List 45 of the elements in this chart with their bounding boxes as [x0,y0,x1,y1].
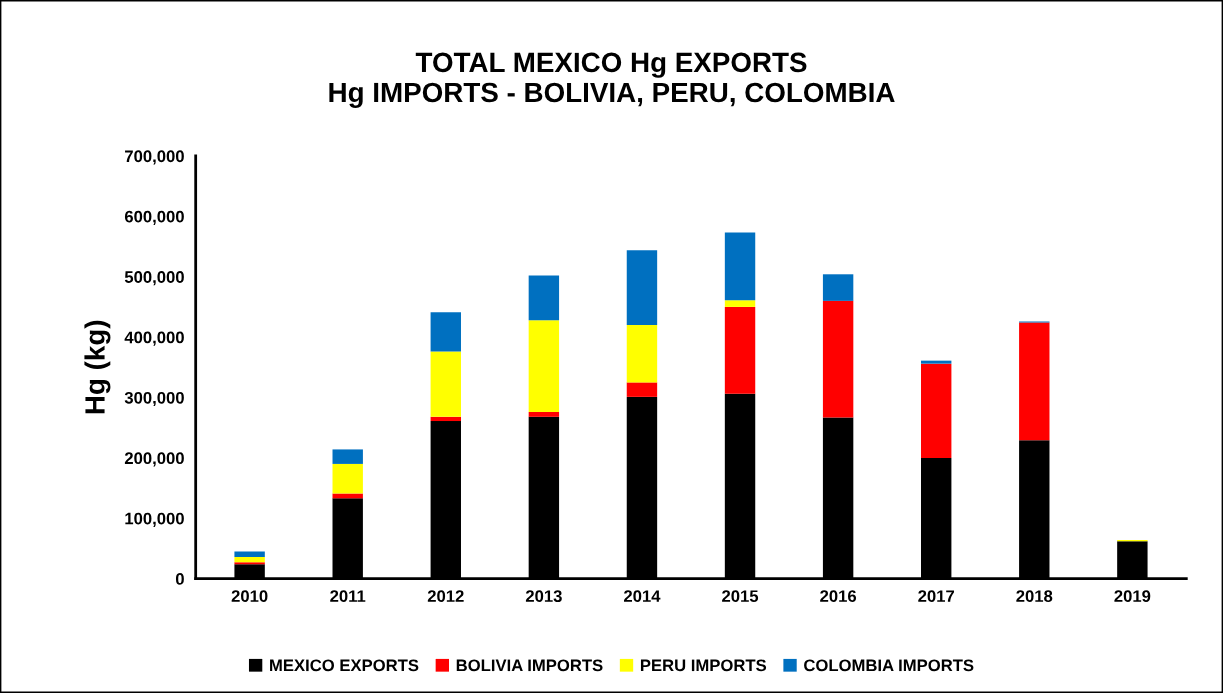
bar [430,416,461,422]
x-tick-label: 2016 [820,590,857,603]
bar [332,449,363,464]
bar [921,360,952,364]
x-tick-label: 2014 [624,590,661,603]
x-tick-label: 2019 [1114,590,1151,603]
bar [234,556,265,563]
x-tick-label: 2017 [918,590,955,603]
x-tick-label: 2011 [330,590,366,603]
y-tick-label: 400,000 [124,331,184,346]
bar [724,306,756,394]
bar [724,300,756,307]
legend-label: MEXICO EXPORTS [270,659,419,672]
x-tick-label: 2018 [1016,590,1053,603]
bar [822,300,854,418]
legend-label: PERU IMPORTS [640,659,767,672]
bar [332,463,363,494]
y-tick-label: 600,000 [124,210,184,225]
y-tick-label: 700,000 [125,150,184,165]
bar [921,363,952,458]
legend-label: BOLIVIA IMPORTS [456,659,603,672]
bar [626,250,658,326]
x-tick-label: 2015 [722,590,759,603]
y-tick-label: 200,000 [124,452,184,467]
bar [528,411,560,417]
x-tick-label: 2010 [231,590,268,603]
bar [822,274,854,301]
bar [626,382,658,397]
y-tick-label: 500,000 [124,271,184,286]
bar [430,312,461,352]
y-tick-label: 300,000 [124,391,184,407]
bar [528,320,560,412]
bar [430,351,461,417]
bar [626,325,658,383]
bar [528,275,560,321]
chart-title: TOTAL MEXICO Hg EXPORTS Hg IMPORTS - BOLIVIA, PERU, COLOMBIA [329,52,895,108]
x-tick-label: 2012 [427,590,464,603]
y-tick-label: 100,000 [125,512,184,527]
y-axis-title: Hg (kg) [84,320,111,414]
y-tick-label: 0 [175,573,184,585]
x-tick-label: 2013 [525,590,562,603]
bar [1019,322,1050,441]
bar [724,232,756,301]
legend-label: COLOMBIA IMPORTS [804,659,974,672]
bar [234,551,265,557]
